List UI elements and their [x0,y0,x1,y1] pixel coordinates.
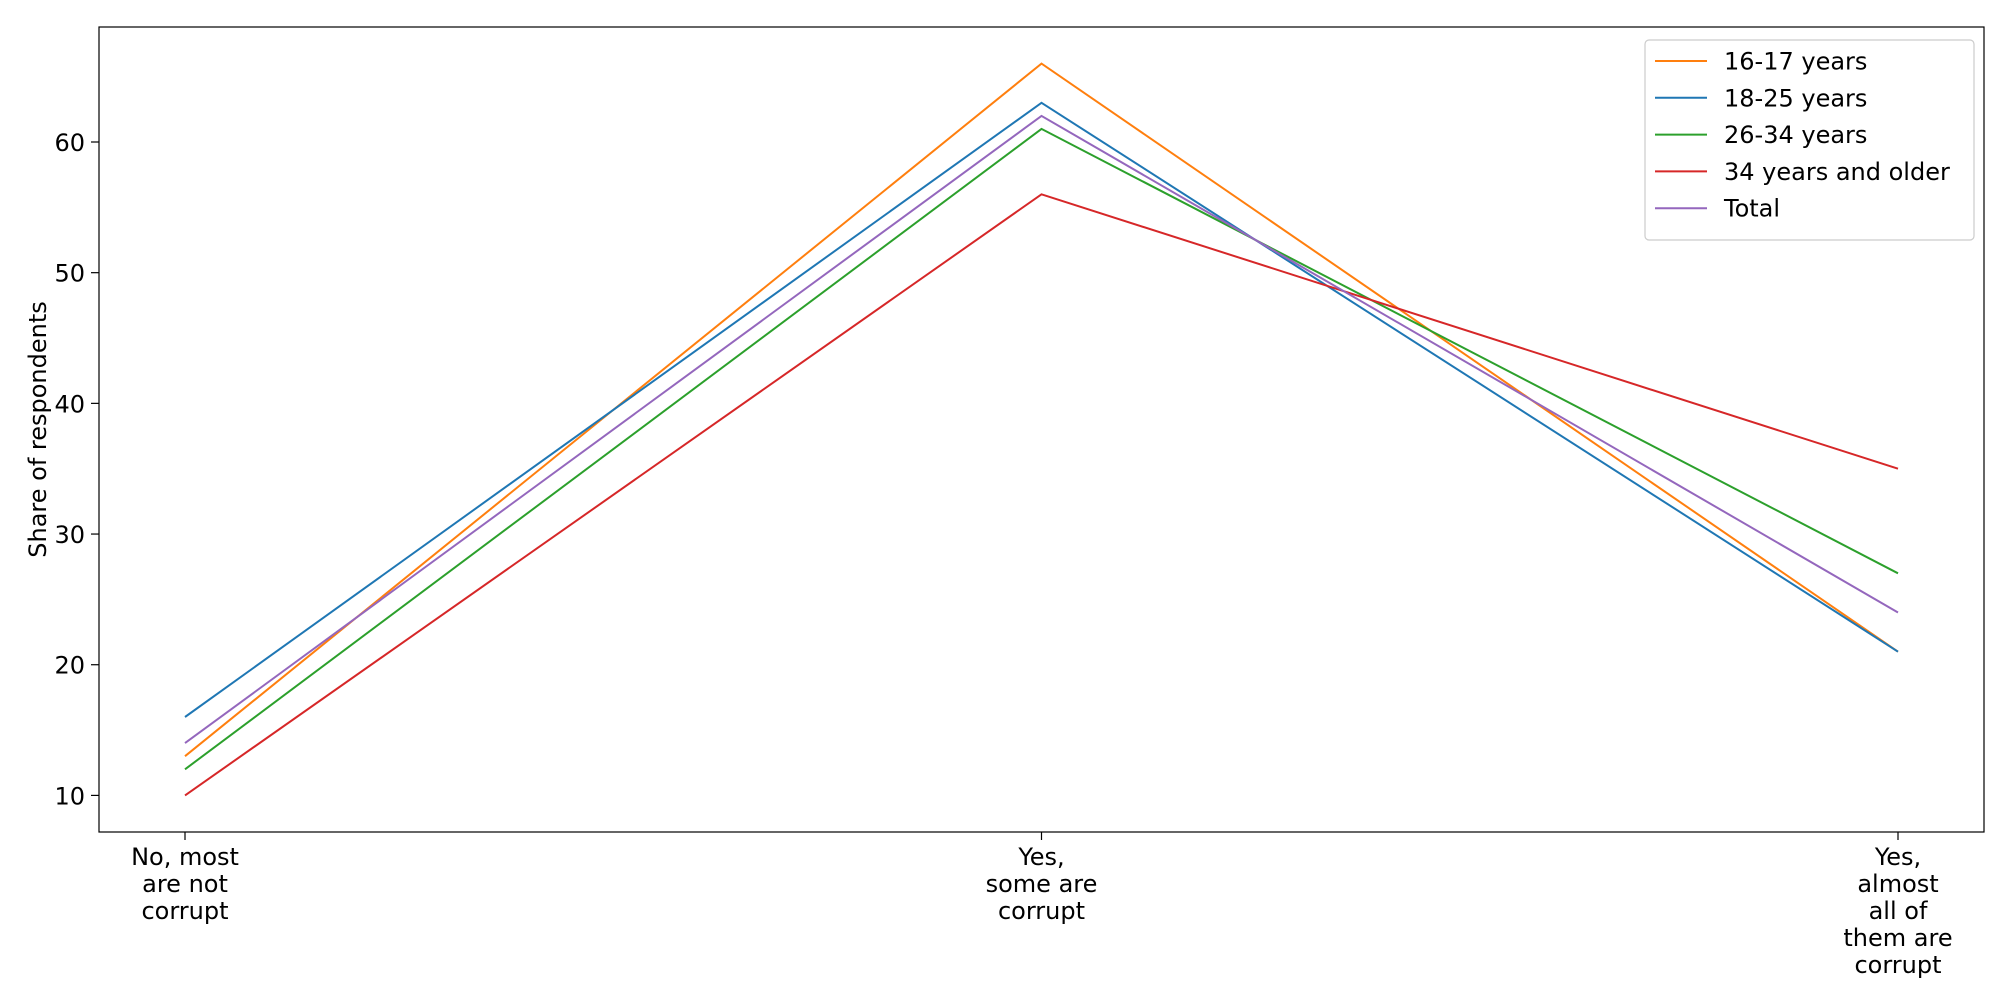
series-line-4 [184,193,1899,797]
x-tick-label: No, most are not corrupt [131,843,239,925]
y-tick-label: 10 [54,782,85,810]
series-line-5 [184,114,1899,744]
x-tick-label: Yes, almost all of them are corrupt [1843,843,1952,979]
x-tick-label: Yes, some are corrupt [986,843,1098,925]
legend-label: 26-34 years [1724,121,1867,149]
legend-label: 18-25 years [1724,84,1867,112]
legend-label: Total [1723,195,1780,223]
y-axis-label: Share of respondents [24,301,52,558]
legend-label: 34 years and older [1724,158,1950,186]
axes-group: 10 20 30 40 50 60 No, most are not corrupt Yes, so… [54,26,1985,979]
legend-label: 16-17 years [1724,48,1867,76]
y-tick-label: 40 [54,390,85,418]
series-line-1 [184,62,1899,757]
series-lines-group [184,62,1899,797]
y-tick-label: 20 [54,652,85,680]
y-tick-label: 50 [54,260,85,288]
series-line-3 [184,127,1899,771]
legend: 16-17 years 18-25 years 26-34 years 34 year… [1644,39,1975,241]
legend-box [1644,39,1975,241]
series-line-2 [184,101,1899,718]
y-tick-label: 60 [54,129,85,157]
y-tick-label: 30 [54,521,85,549]
